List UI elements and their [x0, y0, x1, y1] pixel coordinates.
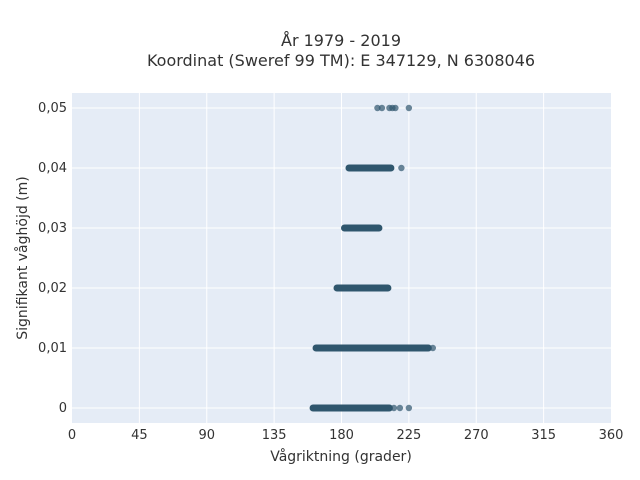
data-point [396, 404, 404, 412]
y-tick-label: 0,03 [38, 221, 67, 236]
y-tick-label: 0 [59, 401, 67, 416]
x-tick-label: 135 [262, 428, 287, 443]
x-tick-label: 180 [329, 428, 354, 443]
x-tick-label: 315 [531, 428, 556, 443]
y-axis-ticks: 0 0,01 0,02 0,03 0,04 0,05 [38, 101, 67, 416]
y-tick-label: 0,04 [38, 161, 67, 176]
y-tick-label: 0,05 [38, 101, 67, 116]
data-point [398, 164, 405, 172]
x-tick-label: 270 [464, 428, 489, 443]
chart-title-line2: Koordinat (Sweref 99 TM): E 347129, N 63… [147, 51, 535, 70]
x-axis-ticks: 0 45 90 135 180 225 270 315 360 [68, 428, 624, 443]
data-point [390, 404, 398, 412]
y-axis-label: Signifikant våghöjd (m) [14, 176, 31, 339]
x-tick-label: 90 [198, 428, 215, 443]
y-tick-label: 0,02 [38, 281, 67, 296]
data-point [405, 104, 413, 112]
x-tick-label: 45 [131, 428, 148, 443]
x-axis-label: Vågriktning (grader) [270, 448, 412, 465]
data-point [429, 344, 437, 352]
chart-title-line1: År 1979 - 2019 [281, 31, 401, 50]
data-point [405, 404, 413, 412]
y-tick-label: 0,01 [38, 341, 67, 356]
x-tick-label: 225 [396, 428, 421, 443]
data-markers [309, 104, 437, 412]
data-point [392, 104, 399, 112]
data-point [378, 104, 386, 112]
x-tick-label: 0 [68, 428, 76, 443]
data-point [374, 104, 381, 112]
x-tick-label: 360 [599, 428, 624, 443]
